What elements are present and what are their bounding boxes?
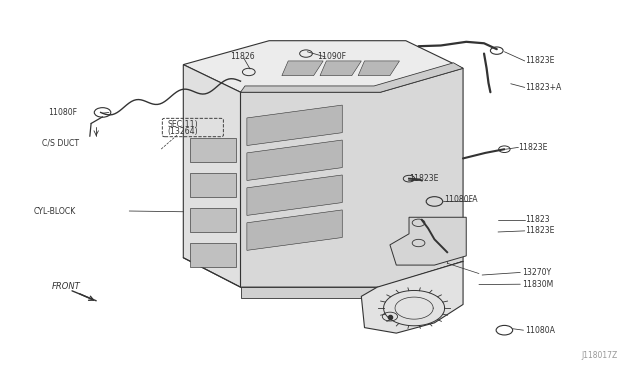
Polygon shape	[189, 173, 236, 197]
Text: C/S DUCT: C/S DUCT	[42, 138, 79, 147]
Text: 11830M: 11830M	[522, 280, 554, 289]
Polygon shape	[358, 61, 399, 76]
Text: 11823: 11823	[525, 215, 549, 224]
Polygon shape	[189, 138, 236, 162]
Polygon shape	[362, 262, 463, 333]
Text: SEC.11): SEC.11)	[168, 121, 198, 129]
Polygon shape	[247, 175, 342, 215]
Polygon shape	[183, 65, 241, 287]
Polygon shape	[189, 243, 236, 267]
Polygon shape	[241, 68, 463, 287]
Text: FRONT: FRONT	[52, 282, 81, 291]
Text: 13270Y: 13270Y	[522, 268, 552, 277]
Polygon shape	[183, 41, 463, 92]
Polygon shape	[390, 217, 467, 265]
Text: 11823E: 11823E	[525, 227, 554, 235]
Text: 11090F: 11090F	[317, 52, 346, 61]
Polygon shape	[247, 210, 342, 250]
Text: 11080A: 11080A	[525, 326, 555, 335]
Text: 11823+A: 11823+A	[525, 83, 561, 92]
Polygon shape	[247, 105, 342, 145]
Polygon shape	[241, 63, 463, 92]
Text: 11823E: 11823E	[409, 174, 438, 183]
Polygon shape	[241, 287, 380, 298]
Text: 11080FA: 11080FA	[444, 195, 477, 205]
Text: 11823E: 11823E	[525, 56, 554, 65]
Text: CYL-BLOCK: CYL-BLOCK	[34, 206, 76, 215]
Polygon shape	[282, 61, 323, 76]
Polygon shape	[320, 61, 362, 76]
Text: J118017Z: J118017Z	[581, 351, 618, 360]
Text: 11080F: 11080F	[49, 108, 77, 117]
Text: 11826: 11826	[230, 52, 254, 61]
Text: 11823E: 11823E	[518, 143, 548, 152]
Polygon shape	[247, 140, 342, 180]
Polygon shape	[189, 208, 236, 232]
Text: (13264): (13264)	[168, 127, 198, 136]
